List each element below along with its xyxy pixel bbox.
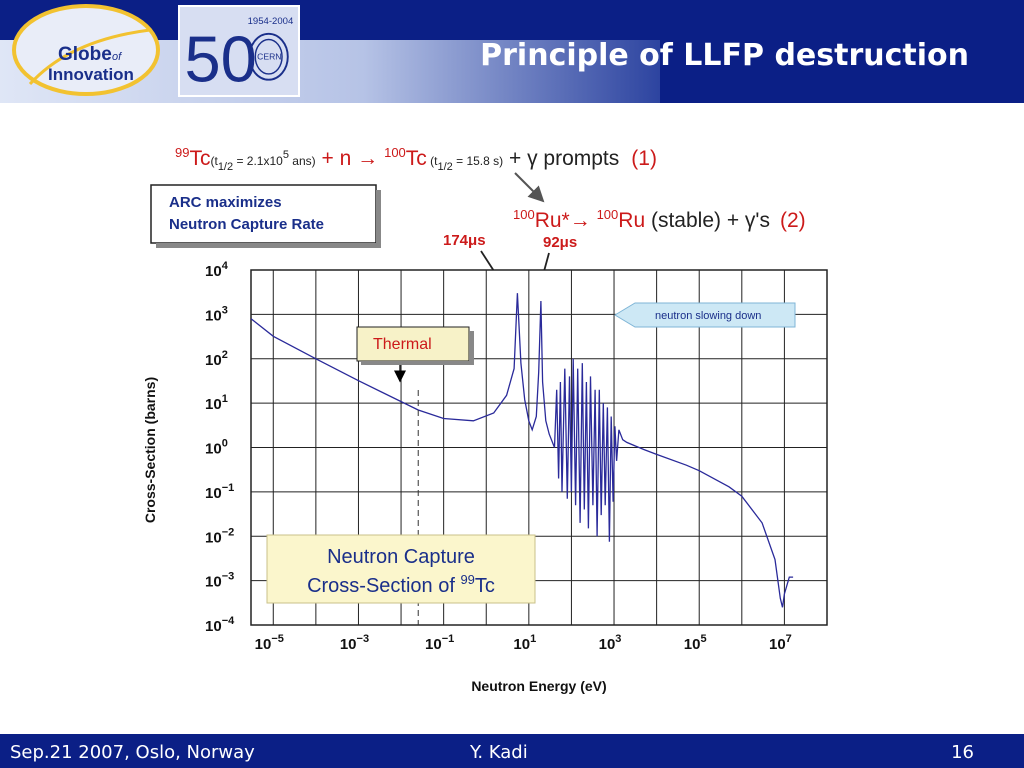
cern-50-years-logo: 1954-2004 50 CERN: [178, 5, 300, 97]
x-tick-label: 107: [769, 633, 792, 653]
chart-title-box: Neutron Capture Cross-Section of 99Tc: [266, 534, 536, 604]
logo-cern-years: 1954-2004: [248, 16, 294, 27]
cross-section-curve: [250, 293, 794, 608]
r2-product-mass: 100: [597, 207, 619, 222]
y-tick-label: 100: [205, 438, 228, 458]
r2-product-element: Ru: [618, 209, 645, 232]
r1-product-mass: 100: [384, 145, 406, 160]
x-axis-title: Neutron Energy (eV): [471, 678, 606, 694]
y-tick-label: 104: [205, 260, 229, 280]
r2-stable-gammas: (stable) + γ's: [645, 209, 770, 232]
r1-product-element: Tc: [406, 147, 427, 170]
footer-date-location: Sep.21 2007, Oslo, Norway: [10, 742, 255, 763]
chart-title-line2-text: Cross-Section of: [307, 575, 460, 597]
slowing-down-callout: neutron slowing down: [614, 302, 796, 328]
r1-arrow: →: [357, 147, 378, 170]
arc-box-shadow-bottom: [156, 243, 381, 248]
neutron-capture-chart: 99Tc(t1/2 = 2.1x105 ans) + n → 100Tc (t1/…: [145, 145, 828, 694]
thermal-callout: Thermal: [356, 326, 474, 383]
r1-product-half-open: (t: [427, 154, 438, 168]
y-axis-title: Cross-Section (barns): [145, 377, 158, 523]
r1-element: Tc: [189, 147, 210, 170]
r2-isotope-mass: 100: [513, 207, 535, 222]
arc-box-line1: ARC maximizes: [169, 194, 282, 211]
reaction-2: 100Ru*→ 100Ru (stable) + γ's (2): [513, 207, 806, 232]
slowing-down-arrow: [614, 302, 796, 328]
y-tick-label: 10−2: [205, 526, 234, 546]
y-tick-label: 103: [205, 304, 228, 324]
decay-arrow: [514, 172, 545, 203]
logo-globe-word: Globe: [58, 44, 112, 65]
y-tick-label: 10−4: [205, 615, 235, 635]
r1-half-life-exp: 5: [283, 149, 289, 161]
chart-title-line2: Cross-Section of 99Tc: [307, 572, 495, 597]
thermal-label: Thermal: [373, 336, 432, 353]
peak-label-92us: 92μs: [543, 234, 577, 251]
r1-half-life-open: (t: [210, 154, 218, 168]
x-tick-label: 10−1: [425, 633, 454, 653]
r1-plus-neutron: + n: [316, 147, 357, 170]
chart-title-iso: 99: [460, 572, 474, 587]
slide-footer: Sep.21 2007, Oslo, Norway Y. Kadi 16: [0, 734, 1024, 768]
logo-cern-name: CERN: [257, 52, 281, 62]
y-tick-label: 102: [205, 349, 228, 369]
x-tick-label: 101: [513, 633, 536, 653]
r2-number: (2): [780, 209, 806, 232]
r1-half-life-sub: 1/2: [218, 161, 233, 173]
footer-author: Y. Kadi: [470, 742, 528, 763]
r1-half-life-value: = 2.1x10: [233, 154, 283, 168]
x-tick-labels: 10−5 10−3 10−1 101 103 105 107: [255, 633, 792, 653]
arc-box-shadow: [376, 190, 381, 248]
r1-product-half-sub: 1/2: [437, 161, 452, 173]
r2-arrow: →: [570, 209, 597, 232]
x-tick-label: 105: [684, 633, 707, 653]
logo-cern-50: 50: [184, 23, 256, 96]
logo-of-word: of: [112, 51, 122, 63]
y-tick-label: 10−3: [205, 571, 234, 591]
footer-page-number: 16: [951, 742, 974, 763]
r1-gamma-prompts: + γ prompts: [503, 147, 619, 170]
x-tick-label: 10−5: [255, 633, 284, 653]
r1-number: (1): [631, 147, 657, 170]
chart-title-element: Tc: [475, 575, 495, 597]
r1-isotope-mass: 99: [175, 145, 189, 160]
logo-innovation-word: Innovation: [48, 65, 134, 84]
r1-product-half-value: = 15.8 s): [453, 154, 503, 168]
reaction-1: 99Tc(t1/2 = 2.1x105 ans) + n → 100Tc (t1/…: [175, 145, 657, 173]
peak-label-174us: 174μs: [443, 232, 486, 249]
page-title: Principle of LLFP destruction: [480, 38, 969, 73]
r1-half-life-unit: ans): [289, 154, 316, 168]
chart-title-line1: Neutron Capture: [327, 546, 475, 568]
x-tick-label: 10−3: [340, 633, 369, 653]
chart-title-box-bg: [266, 534, 536, 604]
y-tick-label: 10−1: [205, 482, 234, 502]
x-tick-label: 103: [599, 633, 622, 653]
thermal-box: [356, 326, 470, 362]
y-tick-labels: 104 103 102 101 100 10−1 10−2 10−3 10−4: [205, 260, 235, 635]
slide-header: Globe of Innovation 1954-2004 50 CERN Pr…: [0, 0, 1024, 103]
r2-element: Ru*: [535, 209, 570, 232]
arc-box-line2: Neutron Capture Rate: [169, 216, 324, 233]
y-tick-label: 101: [205, 393, 228, 413]
globe-of-innovation-logo: Globe of Innovation: [12, 4, 160, 96]
slowing-down-label: neutron slowing down: [655, 310, 761, 322]
